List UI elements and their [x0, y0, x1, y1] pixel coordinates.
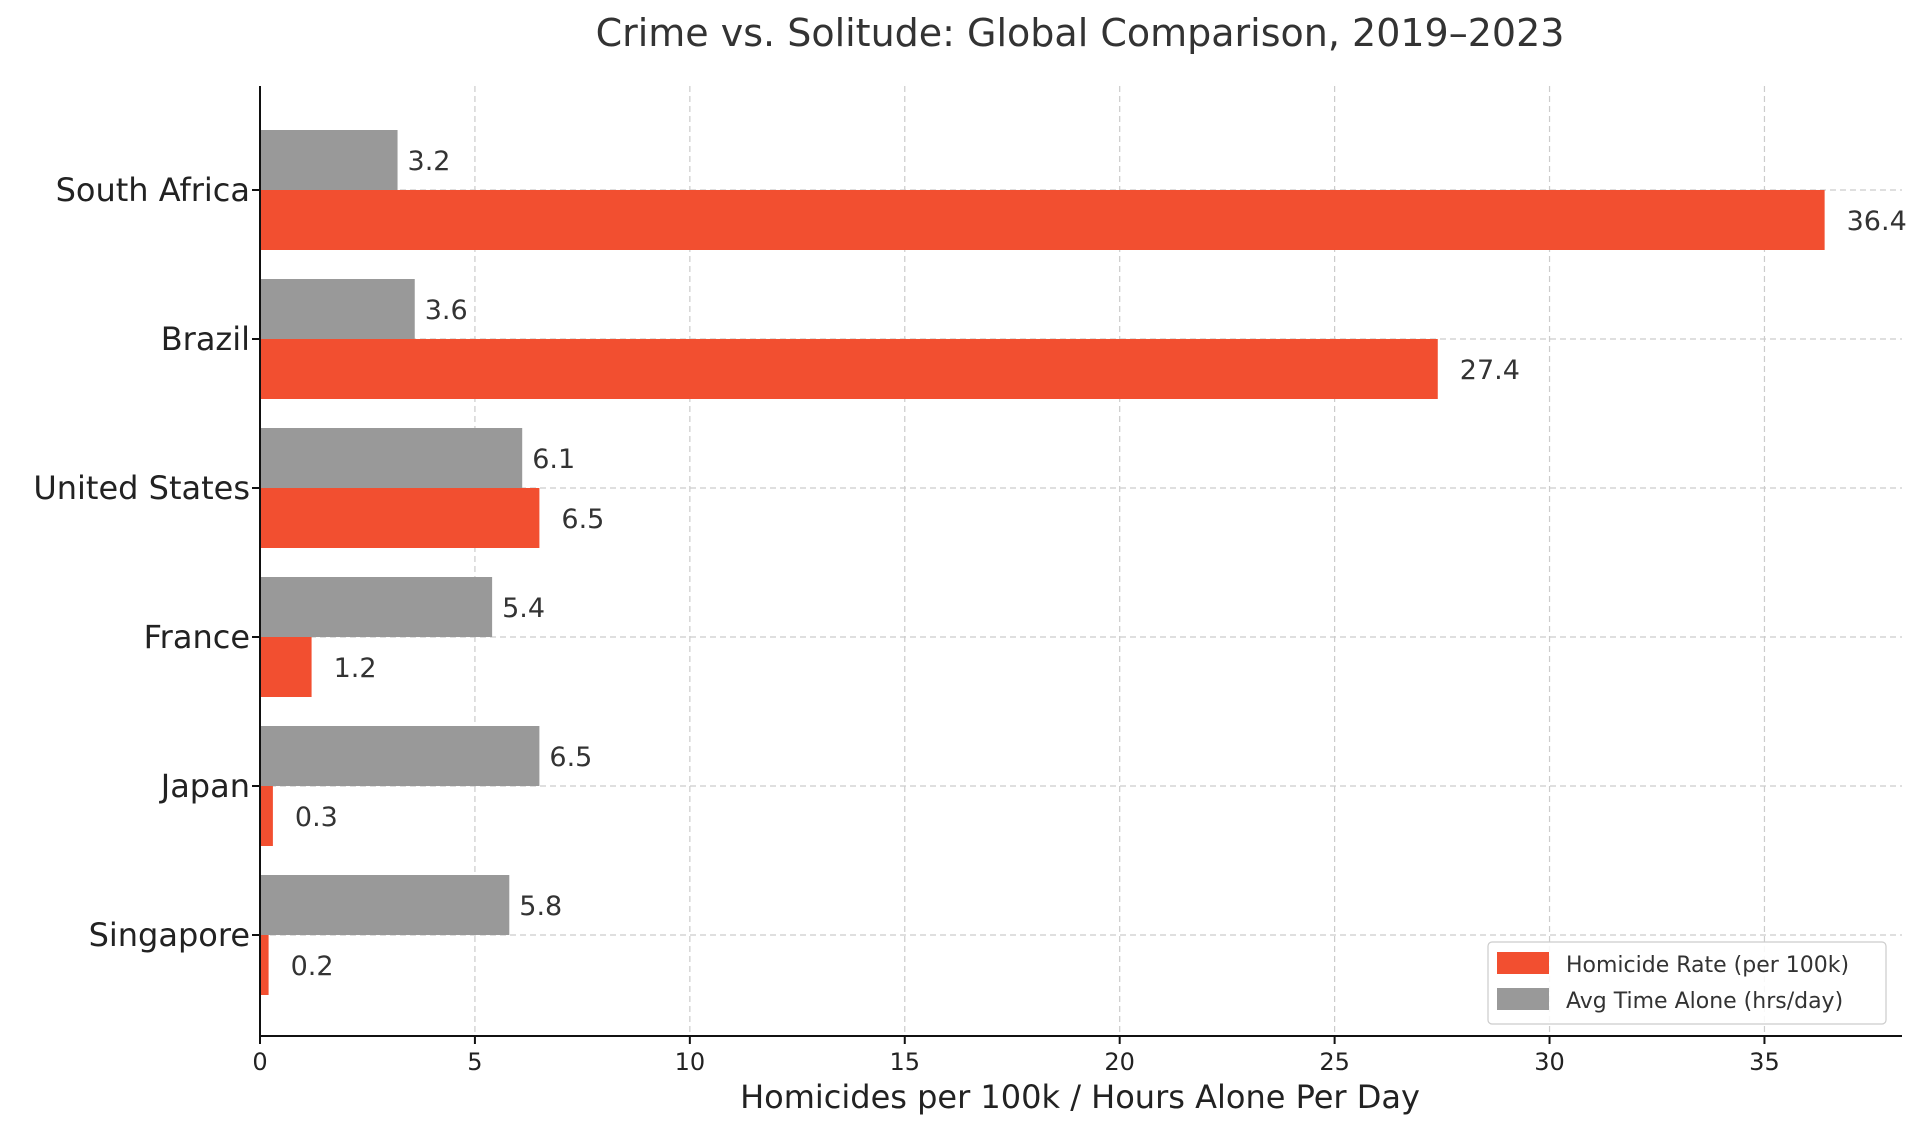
category-label: Brazil [161, 320, 250, 358]
chart-title: Crime vs. Solitude: Global Comparison, 2… [596, 11, 1565, 55]
bar-time-alone [260, 130, 398, 190]
bar-homicide [260, 190, 1825, 250]
category-label: United States [33, 469, 250, 507]
value-label-homicide: 1.2 [334, 653, 377, 684]
value-label-time-alone: 5.8 [519, 891, 562, 922]
x-tick-label: 15 [889, 1048, 920, 1076]
category-label: Singapore [89, 916, 250, 954]
bar-homicide [260, 935, 269, 995]
bar-homicide [260, 488, 540, 548]
bar-homicide [260, 786, 273, 846]
axes-layer [252, 86, 1902, 1044]
legend-label-homicide: Homicide Rate (per 100k) [1566, 953, 1849, 978]
bar-time-alone [260, 726, 540, 786]
value-label-homicide: 36.4 [1847, 206, 1907, 237]
value-label-time-alone: 3.6 [425, 295, 468, 326]
bar-homicide [260, 637, 312, 697]
x-tick-label: 30 [1534, 1048, 1565, 1076]
category-label: France [144, 618, 250, 656]
legend-frame [1487, 941, 1887, 1025]
x-tick-label: 10 [675, 1048, 706, 1076]
value-label-homicide: 0.2 [291, 951, 334, 982]
value-label-time-alone: 6.1 [532, 444, 575, 475]
bar-time-alone [260, 875, 510, 935]
x-tick-label: 5 [467, 1048, 482, 1076]
x-tick-label: 0 [252, 1048, 267, 1076]
x-tick-label: 20 [1104, 1048, 1135, 1076]
labels-layer: 0 5 10 15 20 25 30 35 South Africa Brazil United S… [33, 146, 1906, 1076]
value-label-time-alone: 6.5 [549, 742, 592, 773]
value-label-time-alone: 5.4 [502, 593, 545, 624]
category-label: South Africa [56, 171, 250, 209]
bars-layer [260, 130, 1825, 995]
bar-time-alone [260, 428, 523, 488]
value-label-homicide: 0.3 [295, 802, 338, 833]
bar-homicide [260, 339, 1438, 399]
bar-time-alone [260, 577, 493, 637]
x-tick-label: 35 [1749, 1048, 1780, 1076]
legend-swatch-homicide [1497, 952, 1549, 974]
value-label-time-alone: 3.2 [408, 146, 451, 177]
value-label-homicide: 6.5 [561, 504, 604, 535]
bar-time-alone [260, 279, 415, 339]
x-axis-label: Homicides per 100k / Hours Alone Per Day [740, 1078, 1420, 1116]
value-label-homicide: 27.4 [1460, 355, 1520, 386]
legend: Homicide Rate (per 100k) Avg Time Alone … [1487, 941, 1887, 1025]
x-tick-label: 25 [1319, 1048, 1350, 1076]
category-label: Japan [159, 767, 250, 805]
legend-swatch-time-alone [1497, 988, 1549, 1010]
legend-label-time-alone: Avg Time Alone (hrs/day) [1566, 989, 1843, 1014]
